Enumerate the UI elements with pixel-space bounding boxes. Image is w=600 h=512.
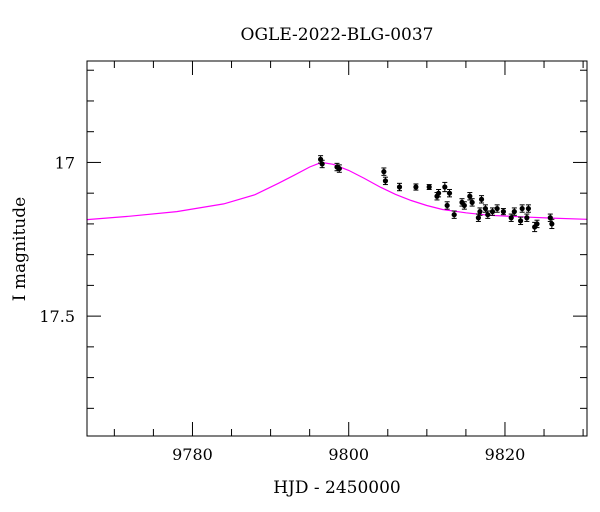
point-marker	[382, 178, 389, 184]
point-marker	[477, 209, 483, 215]
data-point	[451, 210, 457, 219]
point-marker	[511, 209, 517, 215]
data-point	[524, 213, 530, 222]
point-marker	[467, 193, 473, 199]
point-marker	[525, 205, 532, 212]
point-marker	[475, 215, 482, 221]
data-points-group	[317, 155, 555, 233]
data-point	[446, 188, 453, 198]
point-marker	[500, 209, 507, 215]
point-marker	[442, 184, 448, 190]
data-point	[489, 207, 496, 216]
point-marker	[444, 202, 450, 209]
point-marker	[413, 184, 419, 190]
x-tick-label: 9780	[172, 445, 213, 464]
data-point	[382, 176, 389, 186]
point-marker	[517, 218, 524, 224]
data-point	[534, 219, 540, 229]
axis-ticks	[87, 61, 587, 436]
data-point	[469, 198, 475, 207]
x-tick-label: 9820	[485, 445, 526, 464]
point-marker	[478, 196, 485, 202]
point-marker	[534, 221, 540, 227]
point-marker	[469, 199, 475, 205]
point-marker	[549, 221, 555, 227]
x-axis-label: HJD - 2450000	[273, 478, 401, 498]
data-point	[549, 218, 555, 230]
point-marker	[508, 215, 514, 221]
data-point	[381, 167, 387, 176]
data-point	[517, 216, 524, 226]
y-tick-labels: 17 17.5	[39, 153, 75, 326]
data-point	[519, 204, 525, 213]
data-point	[435, 188, 442, 198]
data-point	[511, 207, 517, 216]
data-point	[461, 201, 467, 210]
plot-frame	[86, 60, 588, 437]
data-point	[413, 183, 419, 191]
data-point	[396, 182, 403, 192]
y-tick-label: 17	[55, 153, 75, 172]
data-point	[525, 204, 532, 213]
point-marker	[524, 215, 530, 221]
point-marker	[451, 212, 457, 218]
data-point	[336, 164, 342, 173]
point-marker	[336, 165, 342, 172]
point-marker	[519, 205, 525, 212]
data-point	[319, 159, 325, 169]
data-point	[442, 181, 448, 193]
x-tick-labels: 9780 9800 9820	[172, 445, 525, 464]
data-point	[444, 201, 450, 210]
data-point	[477, 207, 483, 216]
data-point	[494, 204, 500, 213]
point-marker	[489, 209, 496, 215]
point-marker	[485, 212, 491, 218]
y-tick-label: 17.5	[39, 307, 75, 326]
data-point	[485, 210, 491, 219]
x-tick-label: 9800	[328, 445, 369, 464]
point-marker	[396, 184, 403, 190]
point-marker	[435, 190, 442, 196]
chart-title: OGLE-2022-BLG-0037	[241, 25, 434, 45]
point-marker	[446, 190, 453, 196]
y-axis-label: I magnitude	[10, 197, 30, 301]
point-marker	[426, 184, 432, 190]
data-point	[500, 208, 507, 216]
data-point	[508, 213, 514, 222]
data-point	[478, 195, 485, 204]
point-marker	[381, 169, 387, 175]
point-marker	[461, 202, 467, 209]
point-marker	[494, 205, 500, 212]
data-point	[426, 184, 432, 190]
point-marker	[482, 205, 489, 212]
point-marker	[319, 161, 325, 167]
